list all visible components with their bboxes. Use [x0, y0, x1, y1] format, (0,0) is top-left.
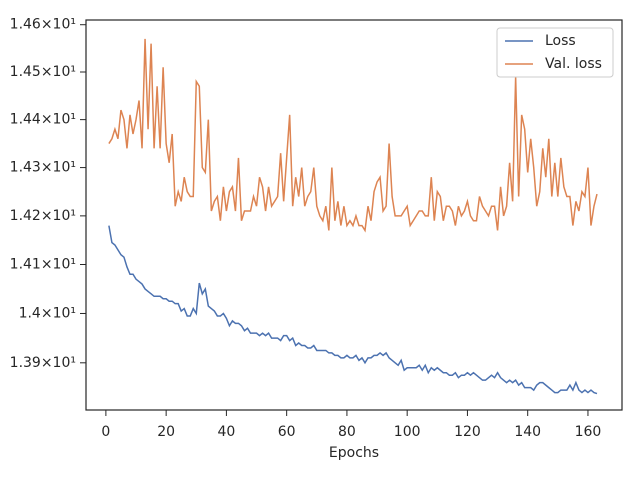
x-tick-label: 160: [575, 424, 602, 440]
y-tick-label: 1.41×10¹: [10, 257, 76, 273]
x-tick-label: 100: [394, 424, 421, 440]
y-tick-label: 1.43×10¹: [10, 160, 76, 176]
x-tick-label: 20: [157, 424, 175, 440]
series-line: [108, 225, 598, 395]
y-tick-label: 1.4×10¹: [19, 305, 76, 321]
y-tick-label: 1.44×10¹: [10, 112, 76, 128]
y-tick-label: 1.46×10¹: [10, 17, 76, 33]
x-tick-label: 140: [514, 424, 541, 440]
x-tick-label: 0: [101, 424, 110, 440]
x-tick-label: 80: [338, 424, 356, 440]
x-tick-label: 60: [278, 424, 296, 440]
x-axis-label: Epochs: [329, 445, 379, 461]
plot-frame: [85, 19, 623, 411]
y-tick-label: 1.45×10¹: [10, 64, 76, 80]
x-tick-label: 120: [454, 424, 481, 440]
legend-label: Val. loss: [545, 56, 602, 72]
y-tick-label: 1.39×10¹: [10, 355, 76, 371]
y-tick-label: 1.42×10¹: [10, 208, 76, 224]
x-tick-label: 40: [217, 424, 235, 440]
legend: Loss Val. loss: [496, 27, 614, 78]
legend-label: Loss: [545, 33, 576, 49]
